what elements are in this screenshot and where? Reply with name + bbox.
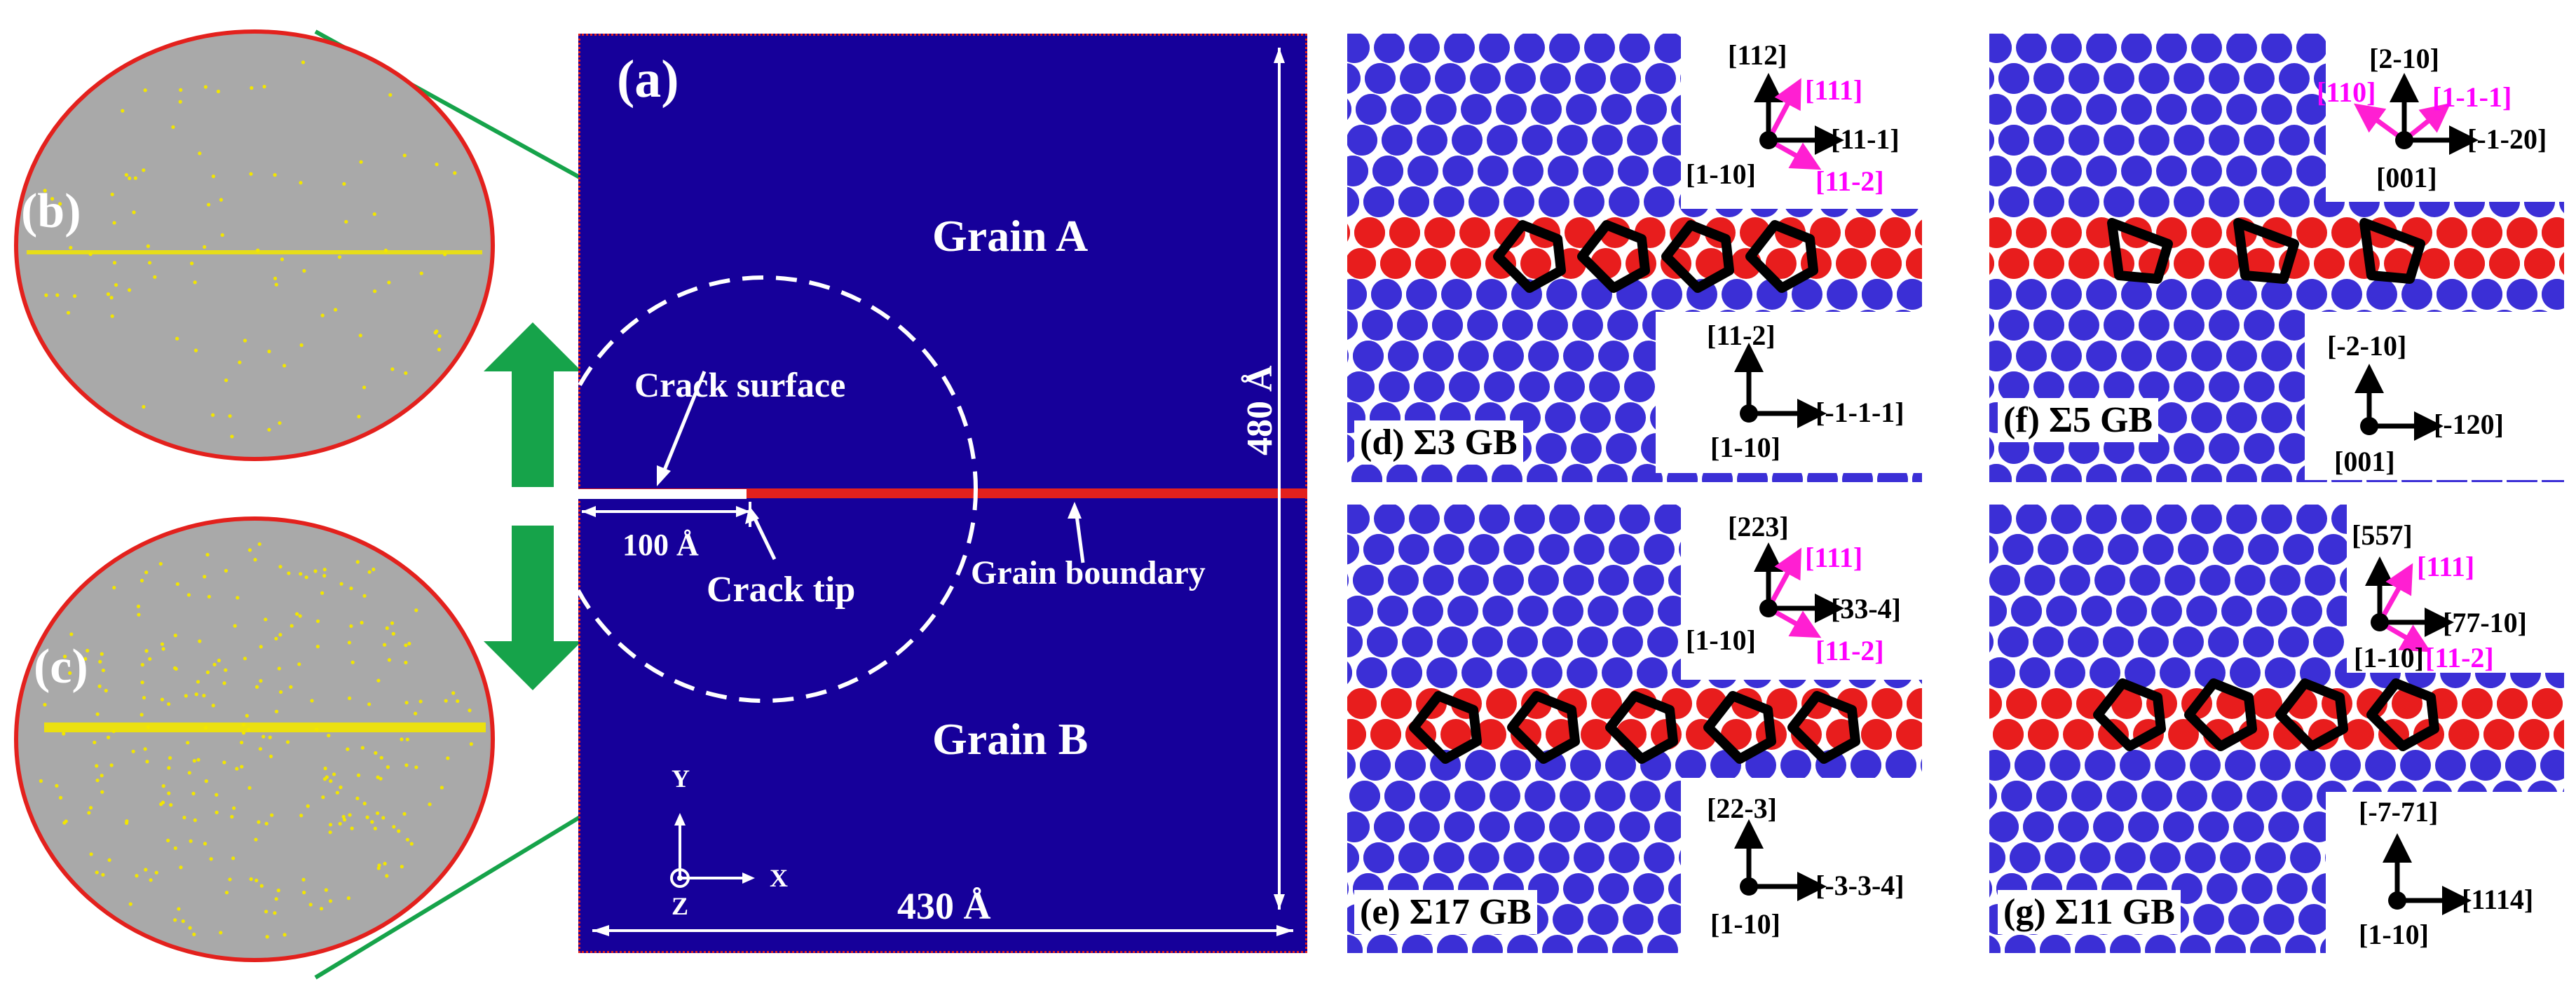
f-bottom-right: [-120] — [2434, 409, 2504, 440]
f-top-up: [2-10] — [2369, 43, 2439, 74]
panel-g-bottom-inset — [2326, 792, 2576, 960]
axis-z-label: Z — [672, 892, 689, 920]
f-bottom-up: [-2-10] — [2327, 330, 2407, 362]
d-top-right: [11-1] — [1831, 123, 1900, 155]
g-top-pink-down: [11-2] — [2425, 642, 2494, 673]
circle-b — [14, 29, 495, 461]
f-top-out: [001] — [2376, 162, 2437, 193]
g-bottom-out: [1-10] — [2359, 919, 2429, 950]
e-top-pink-up: [111] — [1805, 542, 1863, 573]
g-bottom-right: [1114] — [2462, 884, 2534, 915]
panel-g-title: (g) Σ11 GB — [1998, 890, 2181, 934]
e-bottom-up: [22-3] — [1707, 793, 1777, 824]
d-top-out: [1-10] — [1686, 158, 1756, 190]
grain-a-label: Grain A — [932, 211, 1089, 261]
panel-g-top-inset — [2347, 505, 2576, 673]
panel-b-label: (b) — [21, 184, 81, 238]
grain-boundary-label: Grain boundary — [971, 554, 1206, 591]
d-bottom-out: [1-10] — [1710, 432, 1780, 463]
panel-d-bottom-inset — [1656, 312, 1922, 473]
crack-surface-label: Crack surface — [634, 365, 846, 404]
panel-d-top-inset — [1681, 34, 1923, 209]
panel-a-label: (a) — [617, 50, 679, 109]
crack-length-label: 100 Å — [622, 528, 699, 562]
panel-a-overlay — [578, 48, 1307, 936]
panel-e-top-inset — [1681, 505, 1923, 680]
width-label: 430 Å — [897, 885, 991, 927]
f-top-pink-left: [110] — [2317, 76, 2376, 108]
e-bottom-out: [1-10] — [1710, 908, 1780, 940]
g-top-pink-up: [111] — [2417, 551, 2475, 582]
d-bottom-up: [11-2] — [1707, 320, 1776, 351]
d-top-up: [112] — [1728, 39, 1787, 71]
e-top-right: [33-4] — [1831, 593, 1901, 624]
f-top-pink-right: [1-1-1] — [2432, 81, 2512, 113]
arrow-down-icon — [484, 526, 582, 690]
arrow-up-icon — [484, 322, 582, 487]
d-top-pink-down: [11-2] — [1815, 165, 1884, 197]
d-bottom-right: [-1-1-1] — [1815, 397, 1904, 428]
e-top-out: [1-10] — [1686, 624, 1756, 656]
f-bottom-out: [001] — [2334, 446, 2395, 477]
panel-e-bottom-inset — [1681, 778, 1923, 953]
panel-d-title: (d) Σ3 GB — [1354, 420, 1523, 465]
d-top-pink-up: [111] — [1805, 74, 1863, 106]
panel-f-bottom-inset — [2305, 312, 2576, 480]
g-top-up: [557] — [2352, 519, 2413, 551]
panel-f-title: (f) Σ5 GB — [1998, 398, 2159, 442]
e-top-pink-down: [11-2] — [1815, 635, 1884, 666]
e-top-up: [223] — [1728, 511, 1789, 542]
axis-y-label: Y — [672, 765, 690, 793]
axis-x-label: X — [770, 864, 788, 892]
g-top-right: [77-10] — [2443, 607, 2527, 638]
panel-e-title: (e) Σ17 GB — [1354, 890, 1537, 934]
f-top-right: [-1-20] — [2467, 123, 2547, 155]
crack-tip-label: Crack tip — [707, 570, 856, 610]
grain-b-label: Grain B — [932, 714, 1089, 764]
panel-c-label: (c) — [34, 640, 88, 694]
e-bottom-right: [-3-3-4] — [1815, 870, 1904, 901]
g-bottom-up: [-7-71] — [2359, 796, 2439, 828]
g-top-out: [1-10] — [2354, 642, 2424, 673]
circle-c — [14, 516, 495, 962]
